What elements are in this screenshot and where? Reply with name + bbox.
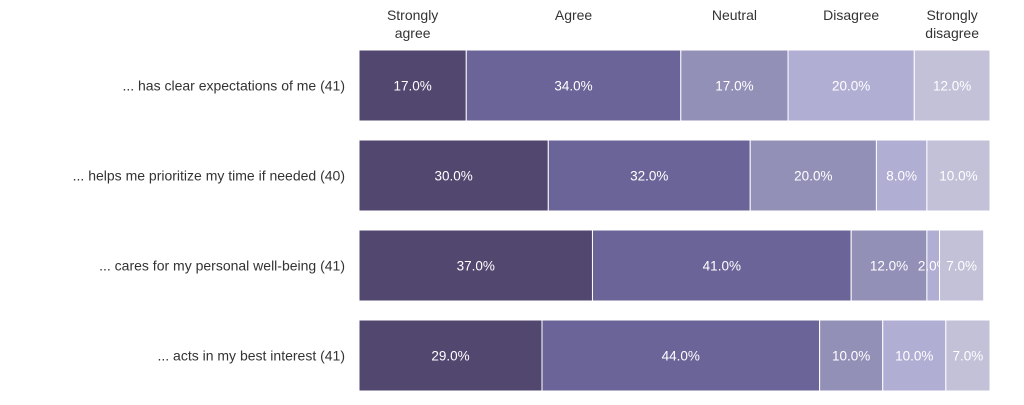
category-header-line: Neutral	[712, 7, 757, 23]
value-label: 17.0%	[393, 79, 431, 94]
bar-segment	[591, 229, 852, 302]
value-label: 12.0%	[933, 79, 971, 94]
value-label: 10.0%	[939, 169, 977, 184]
value-label: 41.0%	[703, 259, 741, 274]
bar-segment	[875, 139, 928, 212]
value-label: 17.0%	[715, 79, 753, 94]
value-label: 7.0%	[953, 349, 984, 364]
row-label: ... helps me prioritize my time if neede…	[73, 168, 345, 184]
bar-segment	[358, 319, 543, 392]
value-label: 37.0%	[457, 259, 495, 274]
bar-segment	[541, 319, 821, 392]
value-label: 29.0%	[431, 349, 469, 364]
category-headers: Strongly agree Agree Neutral Disagree Strongl…	[387, 7, 979, 41]
row-label: ... cares for my personal well-being (41…	[99, 258, 345, 274]
category-header-line: Strongly	[926, 7, 977, 23]
value-label: 8.0%	[886, 169, 917, 184]
category-header: Disagree	[823, 7, 879, 23]
value-label: 30.0%	[435, 169, 473, 184]
bar-segment	[358, 49, 467, 122]
value-label: 10.0%	[832, 349, 870, 364]
value-label: 7.0%	[946, 259, 977, 274]
bar-segment	[465, 49, 682, 122]
category-header-line: Disagree	[823, 7, 879, 23]
bar-row: ... cares for my personal well-being (41…	[99, 229, 985, 302]
category-header-line: disagree	[925, 25, 979, 41]
bar-segment	[945, 319, 991, 392]
bar-segment	[926, 139, 991, 212]
value-label: 20.0%	[794, 169, 832, 184]
category-header-line: Strongly	[387, 7, 438, 23]
row-label: ... has clear expectations of me (41)	[122, 78, 345, 94]
bar-row: ... helps me prioritize my time if neede…	[73, 139, 991, 212]
bar-segment	[680, 49, 789, 122]
bar-segment	[749, 139, 877, 212]
category-header: Neutral	[712, 7, 757, 23]
bar-segment	[882, 319, 947, 392]
category-header: Strongly disagree	[925, 7, 979, 41]
category-header: Strongly agree	[387, 7, 438, 41]
bar-rows: ... has clear expectations of me (41) 17.…	[73, 49, 991, 392]
bar-row: ... acts in my best interest (41) 29.0% 44…	[157, 319, 991, 392]
value-label: 34.0%	[554, 79, 592, 94]
value-label: 10.0%	[895, 349, 933, 364]
bar-row: ... has clear expectations of me (41) 17.…	[122, 49, 991, 122]
bar-segment	[787, 49, 915, 122]
bar-segment	[819, 319, 884, 392]
category-header: Agree	[555, 7, 593, 23]
bar-segment	[547, 139, 751, 212]
category-header-line: Agree	[555, 7, 593, 23]
row-label: ... acts in my best interest (41)	[157, 348, 345, 364]
value-label: 20.0%	[832, 79, 870, 94]
bar-segment	[850, 229, 928, 302]
bar-segment	[358, 139, 549, 212]
value-label: 12.0%	[870, 259, 908, 274]
bar-segment	[913, 49, 991, 122]
bar-segment	[939, 229, 985, 302]
value-label: 32.0%	[630, 169, 668, 184]
value-label: 44.0%	[662, 349, 700, 364]
category-header-line: agree	[395, 25, 431, 41]
